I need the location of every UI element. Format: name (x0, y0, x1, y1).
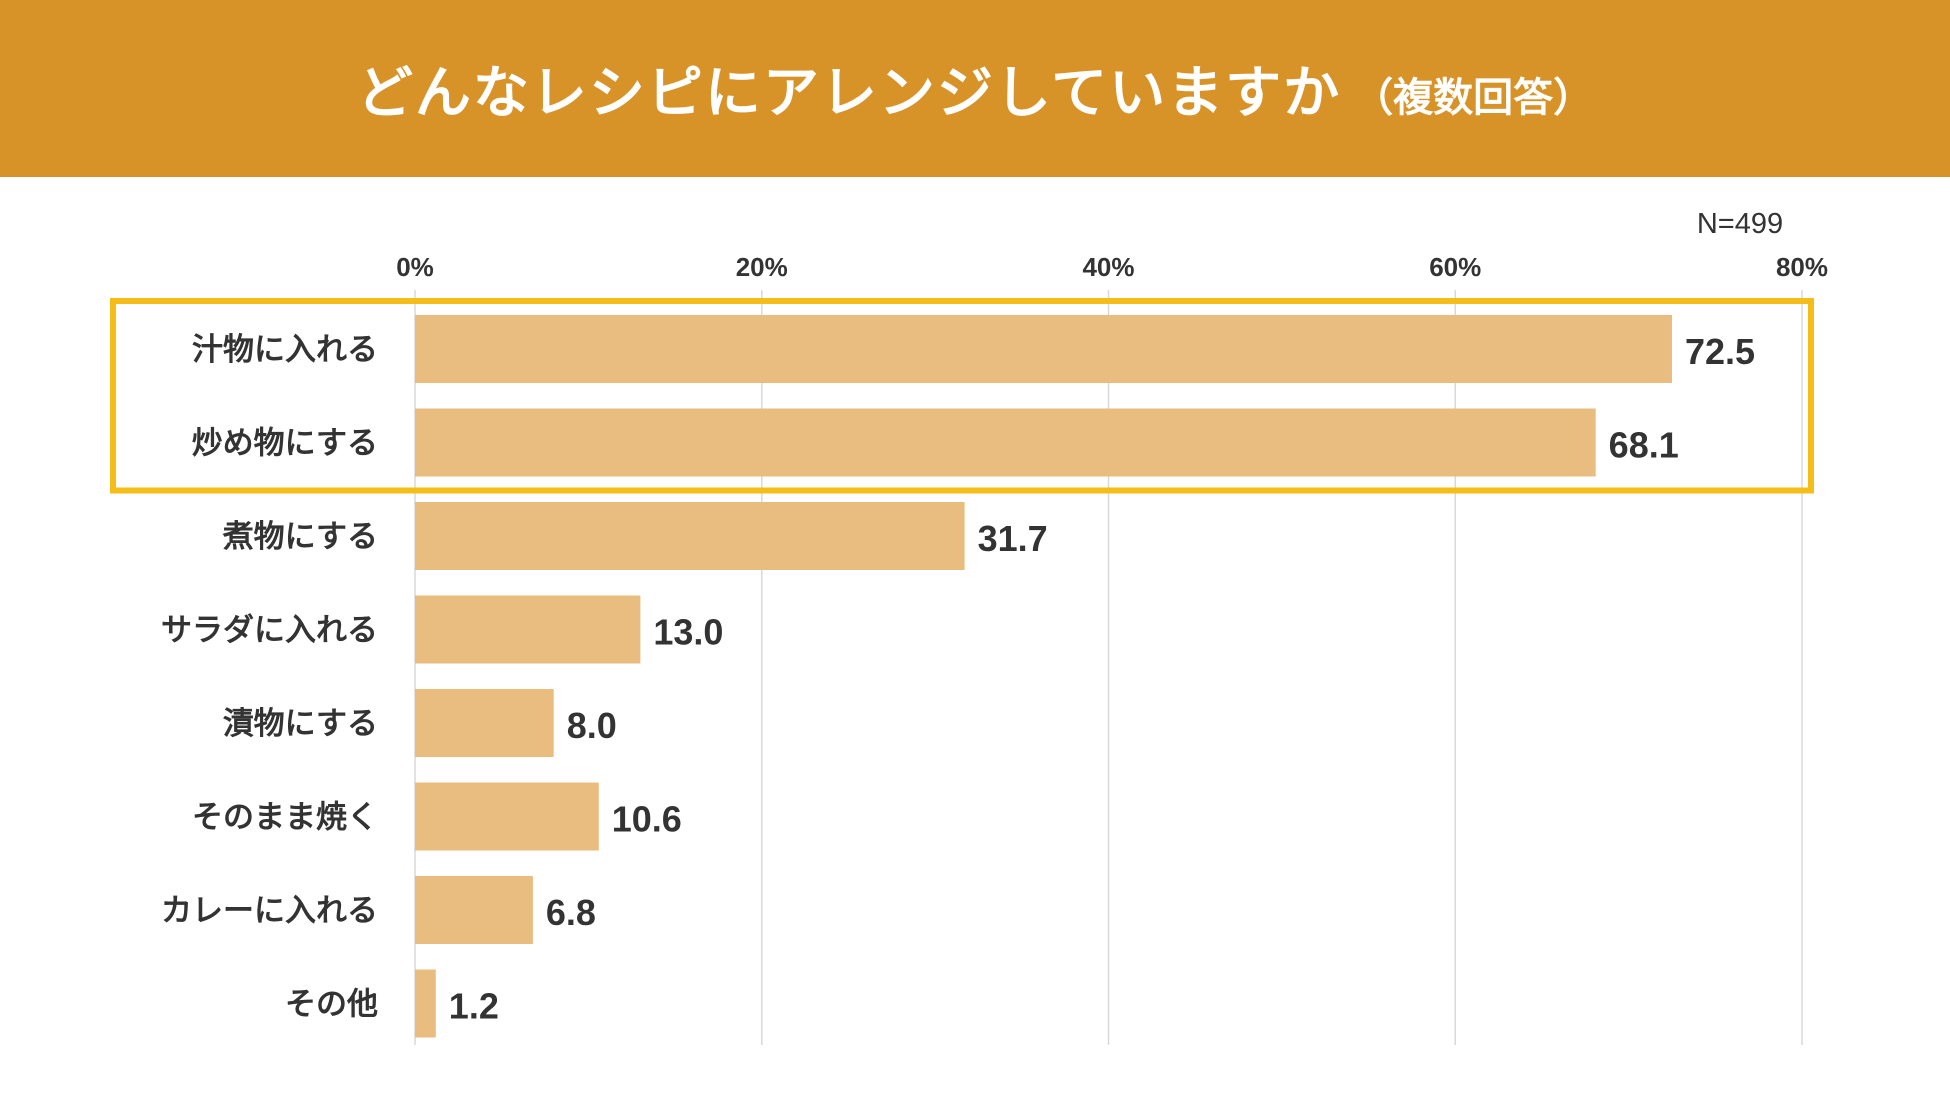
data-label: 8.0 (567, 705, 617, 746)
bar (415, 689, 554, 757)
x-tick-label: 20% (736, 252, 788, 282)
category-label: そのまま焼く (192, 800, 378, 836)
x-tick-label: 80% (1776, 252, 1828, 282)
data-label: 68.1 (1609, 425, 1679, 466)
data-label: 10.6 (612, 799, 682, 840)
category-label: 漬物にする (223, 706, 378, 742)
bar (415, 315, 1672, 383)
bar (415, 876, 533, 944)
data-label: 13.0 (653, 612, 723, 653)
bar (415, 782, 599, 851)
category-label: サラダに入れる (161, 613, 378, 649)
chart-title: どんなレシピにアレンジしていますか (356, 61, 1342, 126)
x-tick-label: 60% (1429, 252, 1481, 282)
sample-size-label: N=499 (1696, 208, 1784, 240)
x-tick-label: 40% (1082, 252, 1134, 282)
category-label: 汁物に入れる (192, 332, 378, 368)
data-label: 6.8 (546, 892, 596, 933)
data-label: 31.7 (978, 518, 1048, 559)
category-label: カレーに入れる (161, 893, 378, 929)
chart-header: どんなレシピにアレンジしていますか （複数回答） (0, 0, 1950, 177)
category-label: 炒め物にする (192, 426, 378, 462)
data-label: 1.2 (449, 986, 499, 1027)
category-label: その他 (285, 987, 378, 1023)
x-tick-label: 0% (396, 252, 434, 282)
data-label: 72.5 (1685, 331, 1755, 372)
bar (415, 408, 1596, 477)
bar (415, 969, 436, 1038)
chart-subtitle: （複数回答） (1353, 74, 1594, 121)
bar (415, 595, 641, 664)
category-label: 煮物にする (222, 519, 378, 555)
highlight-box (110, 298, 1814, 494)
bar (415, 502, 965, 570)
